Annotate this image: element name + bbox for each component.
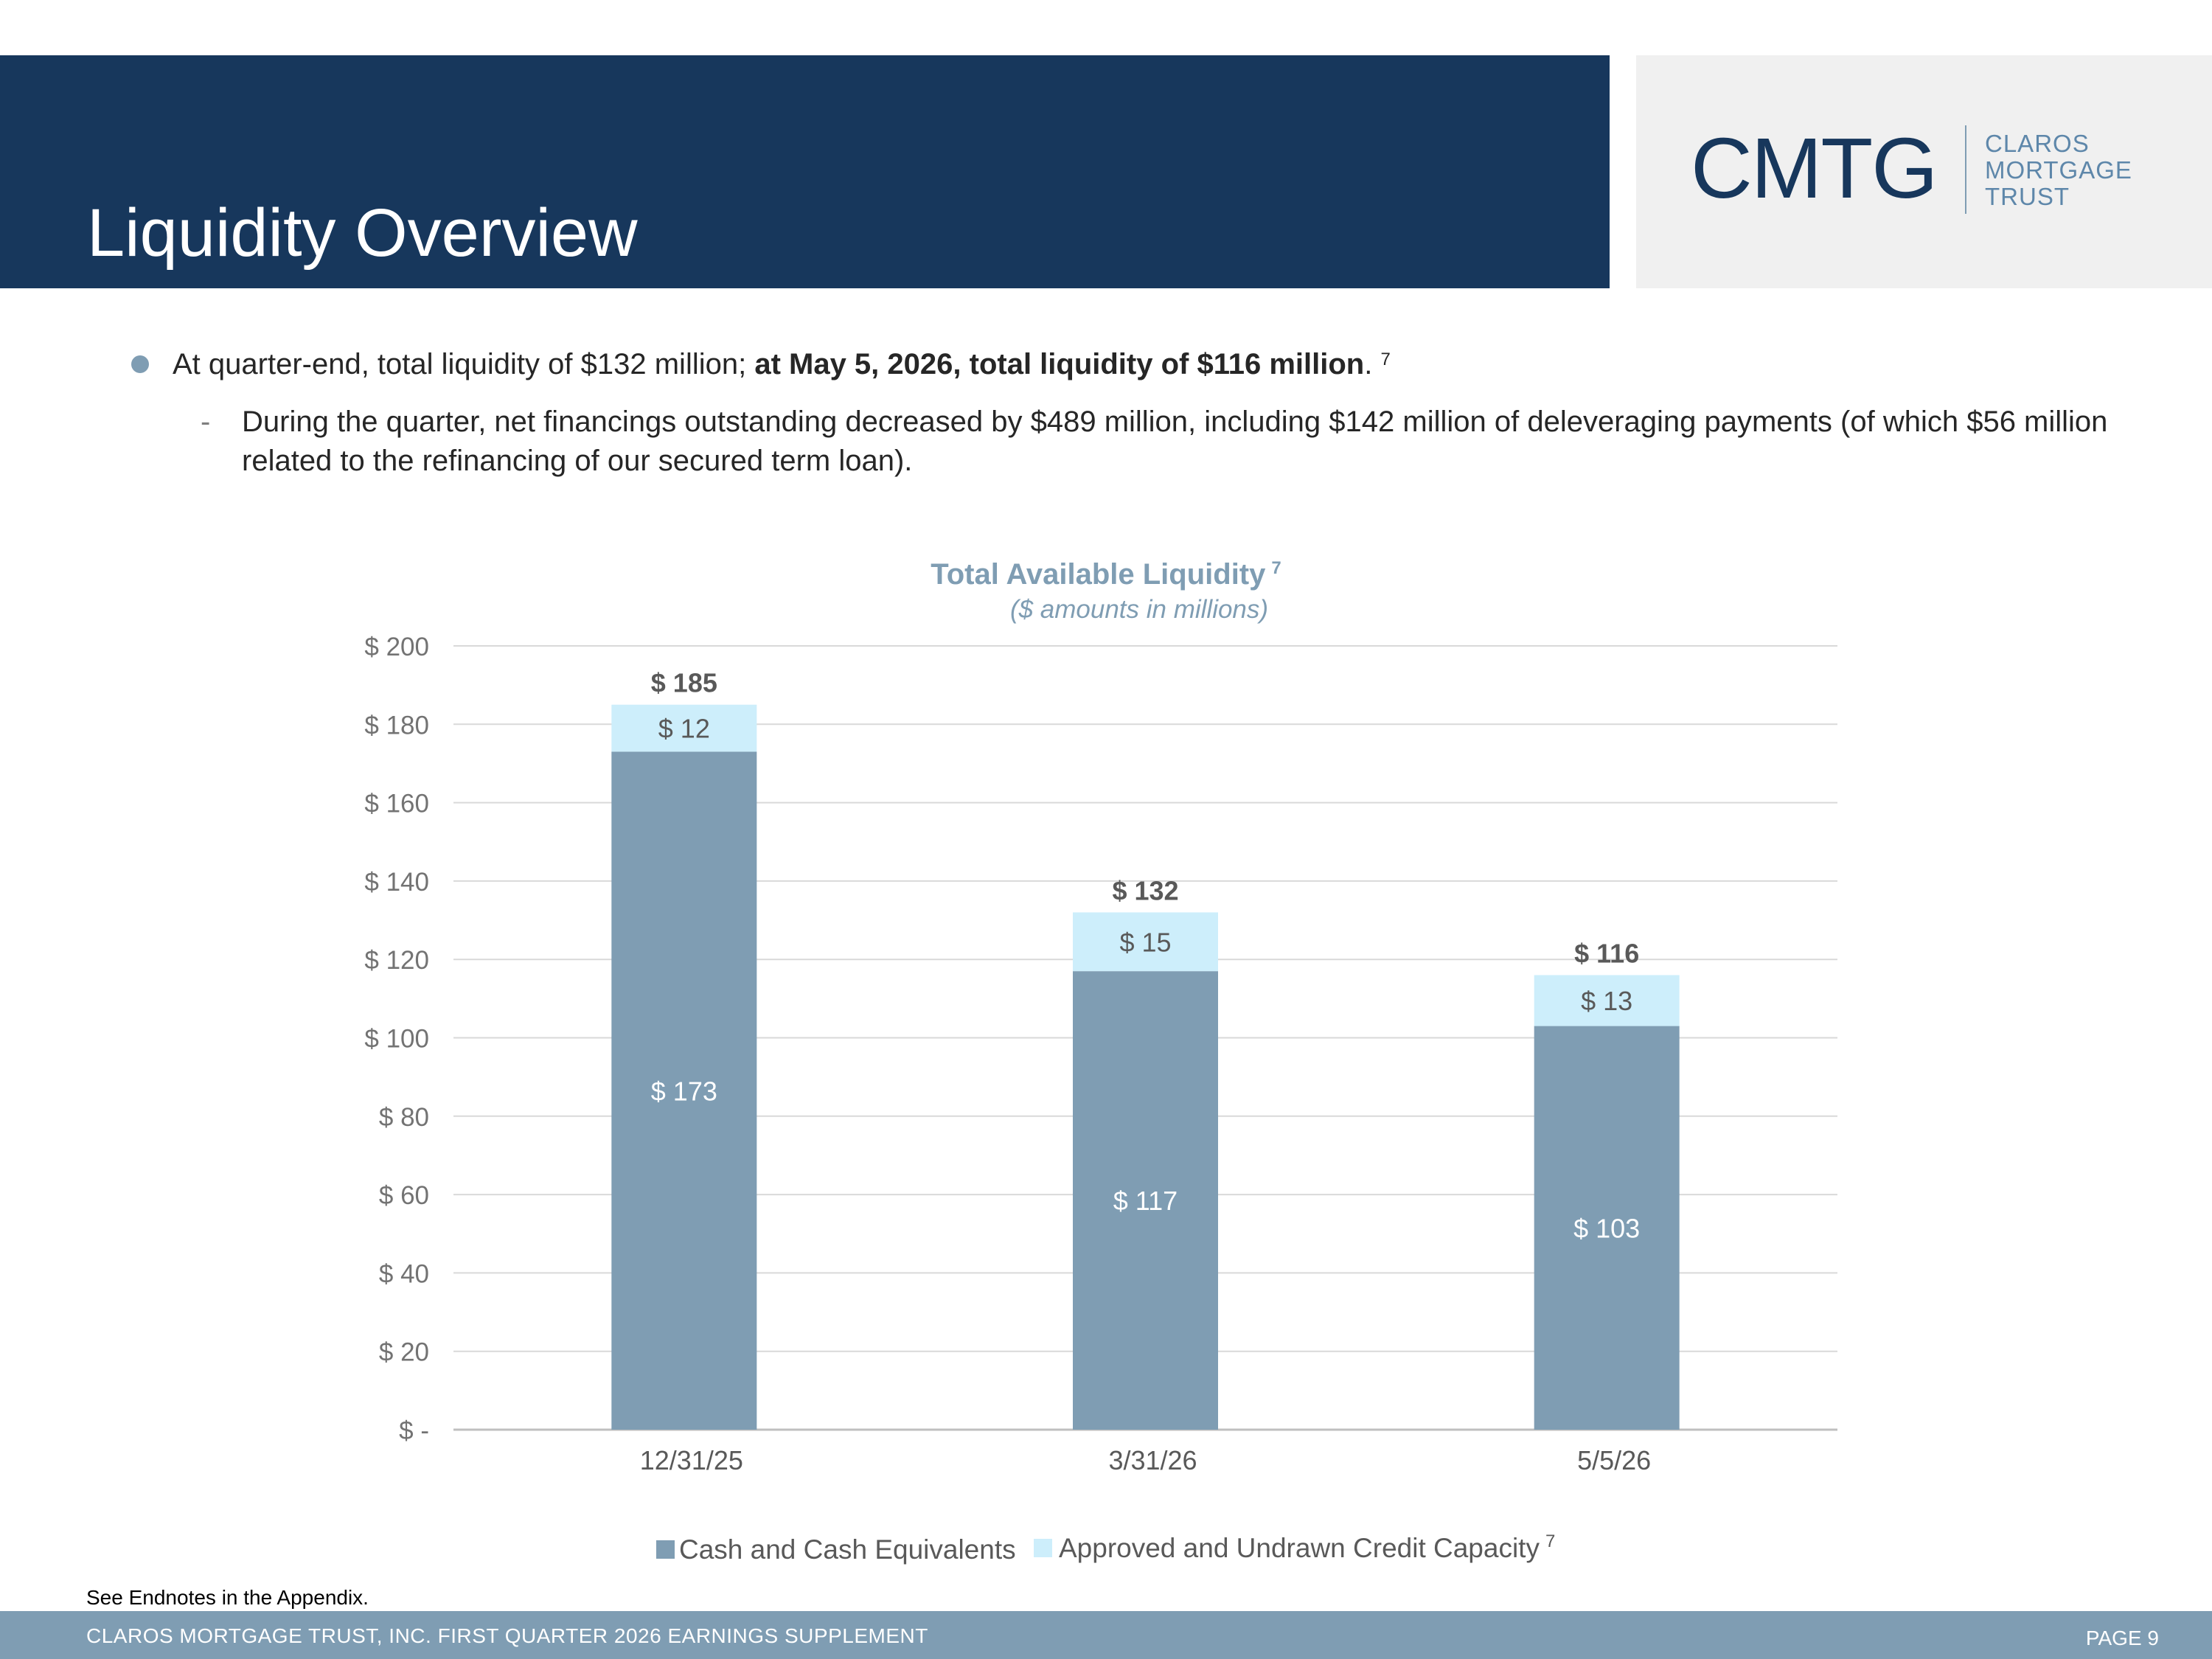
chart-title-footnote: 7 (1271, 558, 1281, 578)
bullet-footnote: 7 (1380, 349, 1391, 369)
endnote: See Endnotes in the Appendix. (86, 1586, 369, 1609)
bullet-text-plain: At quarter-end, total liquidity of $132 … (173, 348, 755, 380)
footer-bar (0, 1611, 2212, 1659)
bar-value-label: $ 15 (1119, 927, 1171, 957)
liquidity-chart: Total Available Liquidity 7($ amounts in … (364, 558, 1837, 1565)
bar-total-label: $ 185 (651, 668, 717, 698)
y-tick-label: $ 200 (364, 633, 429, 661)
page-number: PAGE 9 (2085, 1627, 2159, 1649)
bar-total-label: $ 132 (1112, 875, 1178, 905)
bar-value-label: $ 173 (651, 1076, 717, 1106)
legend-swatch-cash (656, 1540, 675, 1559)
x-tick-label: 12/31/25 (640, 1445, 743, 1475)
bullet-text-bold: at May 5, 2026, total liquidity of $116 … (754, 348, 1365, 380)
x-tick-label: 5/5/26 (1577, 1445, 1651, 1475)
x-tick-label: 3/31/26 (1108, 1445, 1197, 1475)
bar-credit-capacity (611, 704, 757, 752)
footer-text: CLAROS MORTGAGE TRUST, INC. FIRST QUARTE… (86, 1624, 928, 1647)
page-title: Liquidity Overview (87, 195, 638, 271)
bar-cash (1534, 1026, 1680, 1430)
legend-swatch-credit-capacity (1034, 1539, 1052, 1557)
y-tick-label: $ - (399, 1416, 429, 1445)
y-tick-label: $ 40 (379, 1259, 429, 1288)
chart-title-text: Total Available Liquidity (931, 558, 1266, 591)
y-tick-label: $ 20 (379, 1338, 429, 1367)
bar-value-label: $ 103 (1573, 1213, 1640, 1243)
bar-value-label: $ 12 (658, 714, 710, 744)
y-tick-label: $ 80 (379, 1103, 429, 1132)
bar-cash (611, 751, 757, 1430)
legend-label-credit-capacity: Approved and Undrawn Credit Capacity 7 (1059, 1531, 1555, 1563)
bar-credit-capacity (1073, 912, 1218, 972)
bullet-text: At quarter-end, total liquidity of $132 … (173, 345, 2090, 383)
header-bar (0, 55, 1610, 288)
bullet-marker (131, 355, 149, 373)
chart-subtitle: ($ amounts in millions) (1010, 595, 1268, 624)
logo-line: MORTGAGE (1985, 156, 2132, 184)
sub-bullet-marker: - (201, 406, 211, 438)
logo-line: TRUST (1985, 183, 2070, 210)
logo-panel (1636, 55, 2212, 288)
y-tick-label: $ 120 (364, 946, 429, 975)
legend-footnote: 7 (1545, 1531, 1555, 1551)
bar-value-label: $ 13 (1581, 986, 1632, 1016)
logo-divider (1965, 125, 1966, 214)
y-tick-label: $ 160 (364, 790, 429, 818)
bar-cash (1073, 971, 1218, 1430)
bullet-text-end: . (1364, 348, 1373, 380)
y-tick-label: $ 100 (364, 1025, 429, 1054)
company-logo-mark: CMTG (1691, 120, 1938, 216)
y-tick-label: $ 180 (364, 711, 429, 740)
bar-credit-capacity (1534, 975, 1680, 1026)
logo-line: CLAROS (1985, 130, 2090, 157)
sub-bullet-text: During the quarter, net financings outst… (242, 406, 2108, 477)
bar-value-label: $ 117 (1113, 1186, 1178, 1216)
legend-label-credit-capacity-text: Approved and Undrawn Credit Capacity (1059, 1533, 1540, 1563)
company-logo-text: CLAROS MORTGAGE TRUST (1985, 131, 2177, 210)
bar-total-label: $ 116 (1574, 938, 1639, 968)
y-tick-label: $ 140 (364, 868, 429, 897)
y-tick-label: $ 60 (379, 1181, 429, 1210)
legend-label-cash: Cash and Cash Equivalents (679, 1534, 1016, 1565)
chart-title: Total Available Liquidity 7 (931, 558, 1281, 591)
